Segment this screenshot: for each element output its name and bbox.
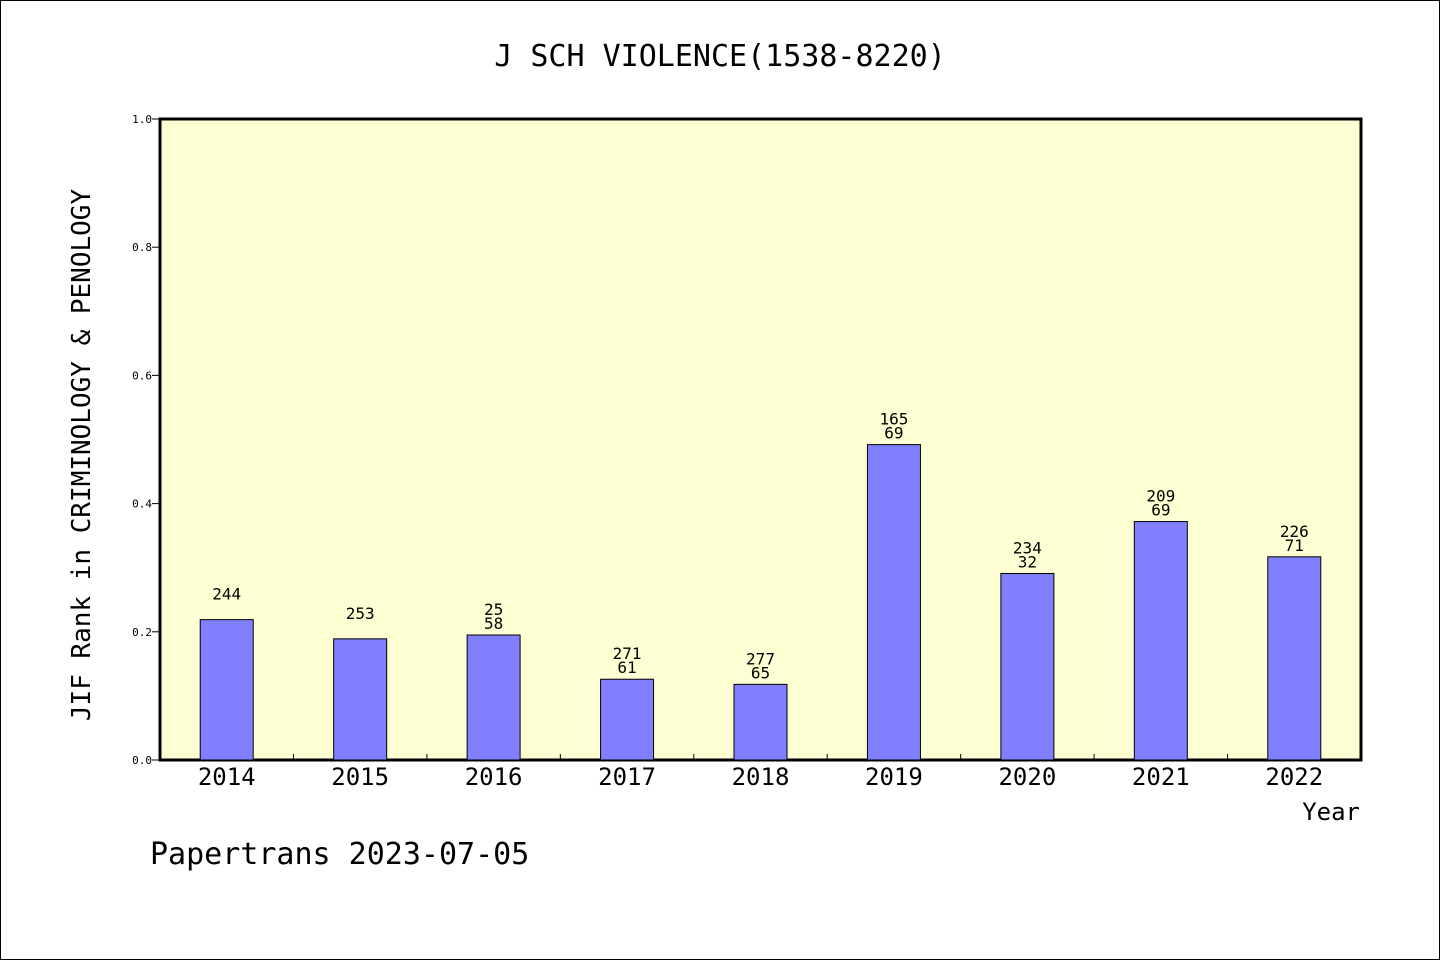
y-axis-label: JIF Rank in CRIMINOLOGY & PENOLOGY bbox=[67, 189, 97, 722]
bar bbox=[866, 444, 921, 761]
x-axis: 2014 2015 2016 2017 2018 2019 2020 2021 2022 bbox=[198, 754, 1323, 791]
bar bbox=[333, 638, 388, 761]
bars bbox=[199, 444, 1322, 761]
footer-text: Papertrans 2023-07-05 bbox=[150, 837, 529, 872]
data-label: 65 bbox=[751, 663, 770, 682]
x-axis-label: Year bbox=[1302, 798, 1360, 826]
data-label: 234 bbox=[1013, 538, 1042, 557]
data-label: 244 bbox=[212, 585, 241, 604]
y-tick-label: 0.2 bbox=[132, 626, 152, 639]
data-label: 277 bbox=[746, 649, 775, 668]
data-label: 69 bbox=[1151, 501, 1170, 520]
y-tick-label: 0.4 bbox=[132, 498, 152, 511]
x-tick-label: 2014 bbox=[198, 763, 256, 791]
y-tick-label: 0.6 bbox=[132, 369, 152, 382]
data-label: 271 bbox=[613, 644, 642, 663]
data-label: 32 bbox=[1018, 552, 1037, 571]
y-tick-label: 0.8 bbox=[132, 241, 152, 254]
bar bbox=[1133, 521, 1188, 761]
bar bbox=[600, 678, 655, 761]
bar bbox=[1267, 556, 1322, 761]
y-tick-label: 0.0 bbox=[132, 754, 152, 767]
x-tick-label: 2017 bbox=[598, 763, 656, 791]
data-label: 25 bbox=[484, 600, 503, 619]
x-tick-label: 2020 bbox=[998, 763, 1056, 791]
bar bbox=[199, 619, 254, 761]
data-label: 61 bbox=[617, 658, 636, 677]
data-label: 226 bbox=[1280, 522, 1309, 541]
x-tick-label: 2016 bbox=[465, 763, 523, 791]
x-tick-label: 2018 bbox=[732, 763, 790, 791]
chart-title: J SCH VIOLENCE(1538-8220) bbox=[494, 39, 946, 74]
x-tick-label: 2015 bbox=[331, 763, 389, 791]
data-label: 209 bbox=[1146, 487, 1175, 506]
x-tick-label: 2019 bbox=[865, 763, 923, 791]
x-tick-label: 2022 bbox=[1265, 763, 1323, 791]
data-label: 71 bbox=[1285, 536, 1304, 555]
y-axis: 0.0 0.2 0.4 0.6 0.8 1.0 bbox=[132, 113, 160, 767]
data-label: 69 bbox=[884, 424, 903, 443]
x-tick-label: 2021 bbox=[1132, 763, 1190, 791]
data-label: 253 bbox=[346, 604, 375, 623]
data-label: 58 bbox=[484, 614, 503, 633]
bar bbox=[466, 634, 521, 761]
bar bbox=[1000, 572, 1055, 761]
y-tick-label: 1.0 bbox=[132, 113, 152, 126]
bar bbox=[733, 683, 788, 761]
data-label: 165 bbox=[879, 410, 908, 429]
